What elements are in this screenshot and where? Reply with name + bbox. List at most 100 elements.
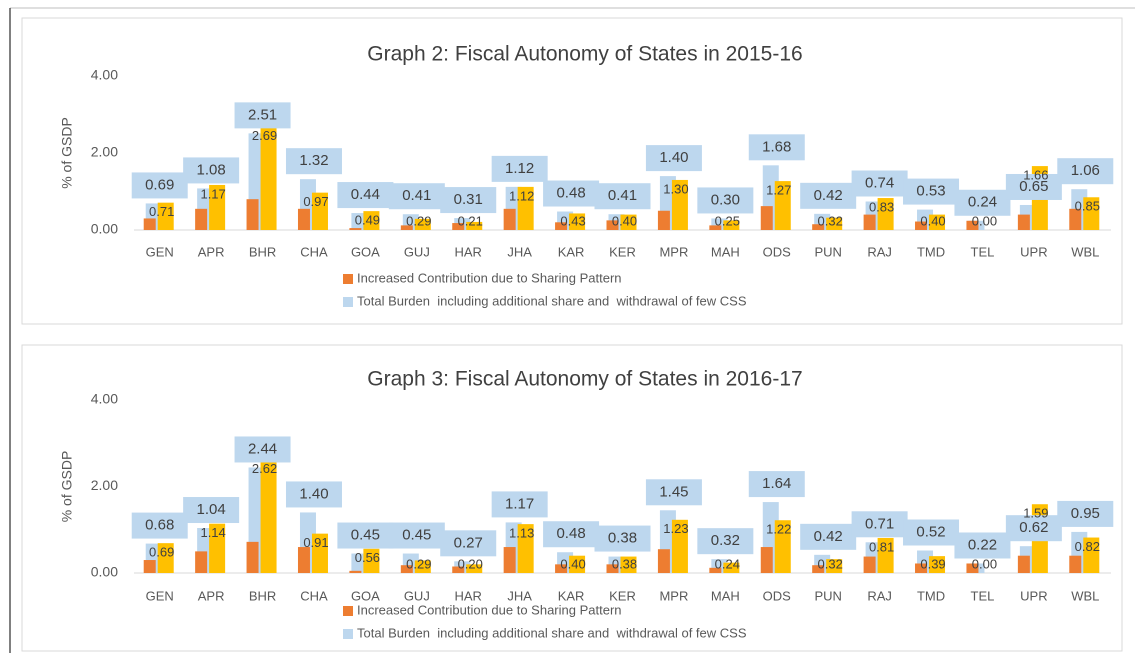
label-box <box>131 172 188 199</box>
data-label: 0.69 <box>145 176 174 193</box>
label-box <box>234 102 291 129</box>
label-box <box>285 481 342 508</box>
bar <box>569 555 586 573</box>
legend-swatch <box>343 606 353 616</box>
x-tick-label: ODS <box>763 244 792 259</box>
bar <box>157 543 174 573</box>
data-label: 1.27 <box>766 183 791 198</box>
bar <box>709 567 722 573</box>
x-tick-label: KAR <box>558 588 585 603</box>
data-label: 1.66 <box>1023 168 1048 183</box>
data-label: 0.45 <box>402 527 431 544</box>
label-box <box>337 522 394 549</box>
bar <box>363 211 380 230</box>
data-label: 0.74 <box>865 174 894 191</box>
data-label: 0.25 <box>715 213 740 228</box>
label-box <box>800 182 857 209</box>
data-label: 0.38 <box>612 556 637 571</box>
bar <box>297 208 310 230</box>
bar <box>1083 197 1100 230</box>
data-label: 0.40 <box>612 213 637 228</box>
bar <box>620 556 637 573</box>
data-label: 0.85 <box>1075 199 1100 214</box>
label-box <box>183 497 240 524</box>
bar <box>246 199 259 230</box>
label-box <box>543 180 600 207</box>
label-box <box>491 155 548 182</box>
data-label: 0.29 <box>406 556 431 571</box>
x-tick-label: MPR <box>659 244 688 259</box>
bar <box>1069 208 1082 230</box>
label-box <box>440 530 497 557</box>
data-label: 2.51 <box>248 106 277 123</box>
data-label: 0.38 <box>608 530 637 547</box>
legend-swatch <box>343 629 353 639</box>
bar <box>1017 214 1030 230</box>
bar <box>414 218 431 230</box>
data-label: 1.14 <box>200 525 225 540</box>
data-label: 0.52 <box>916 523 945 540</box>
data-label: 1.13 <box>509 526 534 541</box>
label-box <box>543 521 600 548</box>
x-tick-label: HAR <box>455 588 482 603</box>
x-tick-label: WBL <box>1071 244 1099 259</box>
label-box <box>234 436 291 463</box>
data-label: 0.49 <box>355 213 380 228</box>
label-box <box>748 471 805 498</box>
y-tick-label: 0.00 <box>91 221 118 237</box>
x-tick-label: PUN <box>814 244 841 259</box>
x-tick-label: GOA <box>351 244 380 259</box>
label-box <box>903 519 960 546</box>
data-label: 0.29 <box>406 213 431 228</box>
data-label: 0.97 <box>303 194 328 209</box>
y-axis-label: % of GSDP <box>59 451 75 523</box>
bar <box>760 206 773 230</box>
bar <box>195 208 208 230</box>
bar <box>812 224 825 230</box>
data-label: 2.62 <box>252 461 277 476</box>
data-label: 0.31 <box>454 191 483 208</box>
bar <box>260 126 277 230</box>
legend-label: Total Burden including additional share … <box>357 293 747 308</box>
data-label: 0.42 <box>814 187 843 204</box>
bar <box>311 533 328 573</box>
bar <box>452 566 465 573</box>
label-box <box>491 491 548 518</box>
x-tick-label: BHR <box>249 588 276 603</box>
label-box <box>645 479 702 506</box>
x-tick-label: BHR <box>249 244 276 259</box>
bar <box>452 223 465 230</box>
y-tick-label: 2.00 <box>91 144 118 160</box>
x-tick-label: JHA <box>507 588 532 603</box>
x-tick-label: RAJ <box>867 244 892 259</box>
chart-title: Graph 3: Fiscal Autonomy of States in 20… <box>367 368 802 391</box>
bar <box>877 537 894 573</box>
legend-swatch <box>343 297 353 307</box>
label-box <box>1057 158 1114 185</box>
x-tick-label: GUJ <box>404 244 430 259</box>
bar <box>711 218 728 230</box>
x-tick-label: HAR <box>455 244 482 259</box>
x-tick-label: APR <box>198 244 225 259</box>
bar <box>400 565 413 573</box>
label-box <box>440 187 497 214</box>
data-label: 1.04 <box>197 501 226 518</box>
chart-title: Graph 2: Fiscal Autonomy of States in 20… <box>367 43 802 66</box>
data-label: 0.00 <box>972 556 997 571</box>
y-tick-label: 0.00 <box>91 564 118 580</box>
data-label: 1.40 <box>659 149 688 166</box>
label-box <box>594 183 651 210</box>
bar <box>826 559 843 573</box>
bar <box>157 202 174 230</box>
data-label: 0.41 <box>402 187 431 204</box>
data-label: 2.44 <box>248 440 277 457</box>
label-box <box>697 187 754 214</box>
label-box <box>131 512 188 539</box>
label-box <box>851 170 908 197</box>
bar <box>929 214 946 230</box>
data-label: 1.68 <box>762 138 791 155</box>
data-label: 1.30 <box>663 181 688 196</box>
data-label: 0.53 <box>916 183 945 200</box>
label-box <box>954 189 1011 216</box>
label-box <box>388 183 445 210</box>
